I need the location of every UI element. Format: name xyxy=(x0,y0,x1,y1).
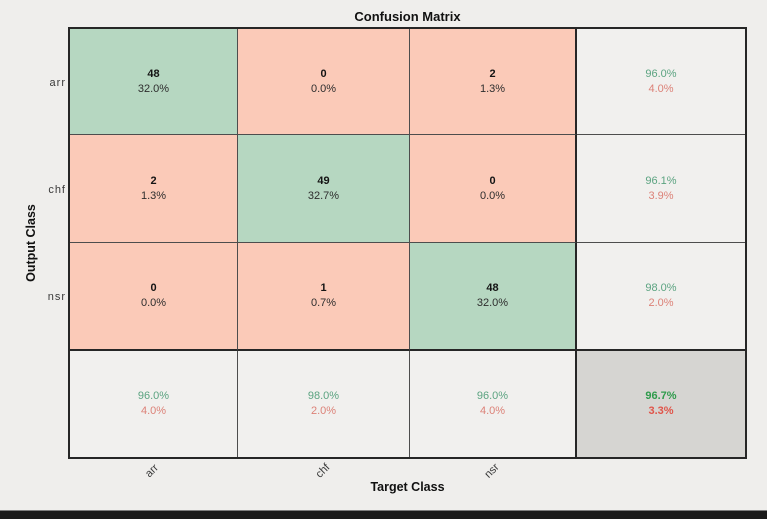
row-summary-arr: 96.0% 4.0% xyxy=(577,29,745,135)
cell-percent: 0.7% xyxy=(310,297,337,309)
summary-good-percent: 96.0% xyxy=(645,67,677,80)
matrix-cell-arr-nsr: 2 1.3% xyxy=(410,29,577,135)
matrix-cell-chf-chf: 49 32.7% xyxy=(238,135,410,243)
cell-percent: 32.0% xyxy=(476,297,509,309)
summary-bad-percent: 3.9% xyxy=(648,189,674,202)
summary-good-percent: 96.0% xyxy=(476,390,509,402)
summary-bad-percent: 2.0% xyxy=(310,405,337,417)
row-summary-nsr: 98.0% 2.0% xyxy=(577,243,745,351)
summary-good-percent: 96.0% xyxy=(137,390,170,402)
overall-error-percent: 3.3% xyxy=(648,405,674,417)
cell-percent: 0.0% xyxy=(310,82,337,95)
cell-count: 0 xyxy=(320,67,327,80)
cell-count: 48 xyxy=(147,67,160,80)
overall-accuracy-percent: 96.7% xyxy=(645,390,677,402)
row-summary-chf: 96.1% 3.9% xyxy=(577,135,745,243)
cell-percent: 0.0% xyxy=(479,189,506,202)
summary-bad-percent: 4.0% xyxy=(140,405,167,417)
cell-count: 2 xyxy=(489,67,496,80)
summary-good-percent: 98.0% xyxy=(307,390,340,402)
col-summary-chf: 98.0% 2.0% xyxy=(238,351,410,457)
summary-bad-percent: 2.0% xyxy=(648,297,674,309)
chart-title: Confusion Matrix xyxy=(354,9,461,24)
matrix-cell-nsr-arr: 0 0.0% xyxy=(70,243,238,351)
cell-count: 0 xyxy=(150,282,157,294)
xtick-arr: arr xyxy=(143,462,161,480)
matrix-cell-arr-arr: 48 32.0% xyxy=(70,29,238,135)
matrix-cell-nsr-chf: 1 0.7% xyxy=(238,243,410,351)
ytick-arr: arr xyxy=(49,77,66,89)
cell-percent: 1.3% xyxy=(140,189,167,202)
overall-accuracy-cell: 96.7% 3.3% xyxy=(577,351,745,457)
cell-count: 0 xyxy=(489,174,496,187)
summary-good-percent: 98.0% xyxy=(645,282,677,294)
col-summary-arr: 96.0% 4.0% xyxy=(70,351,238,457)
cell-percent: 1.3% xyxy=(479,82,506,95)
summary-bad-percent: 4.0% xyxy=(479,405,506,417)
xtick-chf: chf xyxy=(313,461,333,481)
summary-bad-percent: 4.0% xyxy=(648,82,674,95)
ytick-chf: chf xyxy=(48,184,66,196)
matrix-cell-chf-arr: 2 1.3% xyxy=(70,135,238,243)
matrix-cell-nsr-nsr: 48 32.0% xyxy=(410,243,577,351)
cell-count: 49 xyxy=(317,174,330,187)
col-summary-nsr: 96.0% 4.0% xyxy=(410,351,577,457)
confusion-matrix-grid: 48 32.0% 0 0.0% 2 1.3% 96.0% 4.0% 2 1.3%… xyxy=(68,27,747,459)
cell-count: 48 xyxy=(486,282,499,294)
cell-percent: 32.0% xyxy=(137,82,170,95)
cell-percent: 0.0% xyxy=(140,297,167,309)
window-bottom-edge xyxy=(0,510,767,519)
x-axis-label: Target Class xyxy=(370,480,445,494)
matrix-cell-chf-nsr: 0 0.0% xyxy=(410,135,577,243)
matrix-cell-arr-chf: 0 0.0% xyxy=(238,29,410,135)
cell-count: 1 xyxy=(320,282,327,294)
y-axis-label: Output Class xyxy=(24,204,38,282)
cell-percent: 32.7% xyxy=(307,189,340,202)
xtick-nsr: nsr xyxy=(482,461,502,481)
cell-count: 2 xyxy=(150,174,157,187)
ytick-nsr: nsr xyxy=(47,291,66,303)
summary-good-percent: 96.1% xyxy=(645,174,677,187)
